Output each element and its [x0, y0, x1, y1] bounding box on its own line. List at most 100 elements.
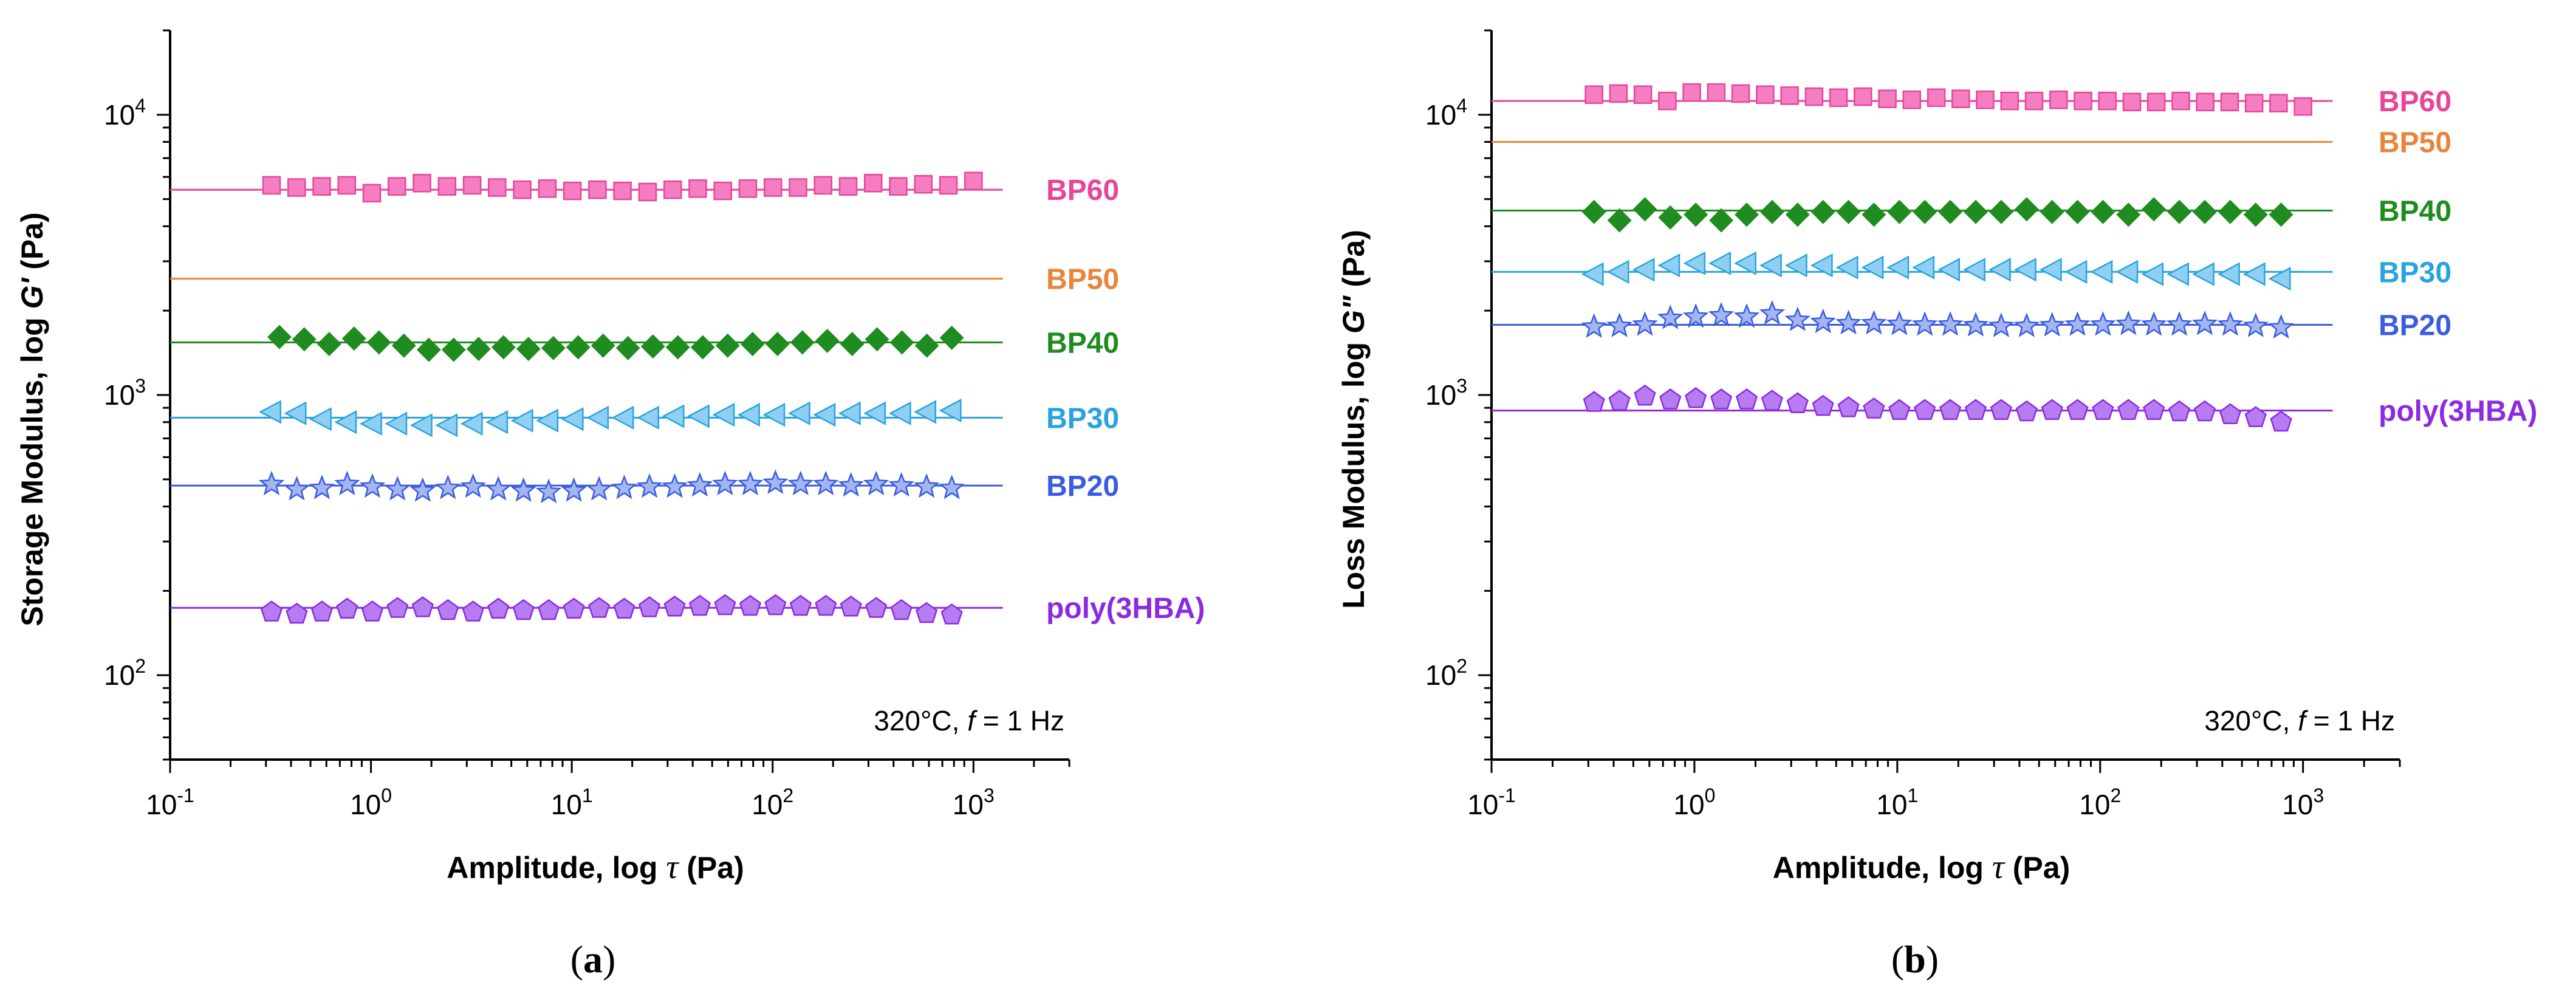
y-tick-label: 104 — [104, 95, 146, 131]
data-point — [2013, 312, 2040, 337]
x-axis-title-unit: (Pa) — [2004, 851, 2070, 885]
data-point — [739, 594, 762, 616]
data-point — [1937, 311, 1964, 336]
data-point — [361, 600, 384, 622]
x-axis-title-text: Amplitude, log — [1773, 851, 1992, 885]
data-point — [362, 184, 382, 203]
y-tick-label: 103 — [104, 375, 146, 411]
panel-label: (b) — [1891, 938, 1939, 981]
panel-label-open: ( — [570, 938, 583, 981]
data-point — [2167, 262, 2190, 286]
data-point — [516, 337, 541, 362]
data-point — [2039, 312, 2065, 337]
x-tick-exponent: -1 — [1498, 784, 1515, 806]
data-point — [491, 335, 516, 360]
y-tick-label: 103 — [1425, 375, 1467, 411]
data-point — [1888, 399, 1911, 421]
x-axis-title-text: Amplitude, log — [447, 851, 666, 885]
series-bp20: BP20 — [170, 469, 1119, 503]
data-point — [462, 600, 484, 622]
data-point — [2193, 400, 2216, 422]
data-point — [1581, 262, 1604, 286]
x-tick-base: 10 — [1673, 789, 1704, 820]
data-point — [2041, 399, 2063, 421]
data-point — [713, 181, 732, 201]
x-tick-base: 10 — [350, 789, 381, 820]
data-point — [1835, 309, 1862, 335]
data-point — [1913, 199, 1937, 224]
data-point — [258, 470, 285, 496]
data-point — [260, 600, 283, 622]
series-bp40: BP40 — [170, 324, 1119, 362]
annotation-frequency-value: = 1 Hz — [975, 705, 1064, 736]
data-point — [2000, 91, 2019, 111]
data-point — [309, 407, 332, 431]
data-point — [1976, 91, 1995, 109]
data-point — [1581, 199, 1606, 224]
data-point — [636, 473, 663, 498]
series-label: poly(3HBA) — [1046, 592, 1205, 625]
data-point — [1951, 89, 1970, 108]
data-point — [561, 407, 584, 431]
x-tick-label: 101 — [551, 784, 593, 820]
data-point — [1581, 313, 1607, 338]
data-point — [1606, 312, 1632, 337]
data-point — [2242, 262, 2266, 286]
data-point — [2090, 259, 2113, 284]
data-point — [386, 597, 409, 618]
data-point — [940, 603, 963, 625]
data-point — [865, 597, 888, 618]
panel-label-open: ( — [1891, 938, 1904, 981]
series-bp30: BP30 — [1492, 251, 2451, 291]
data-point — [537, 599, 560, 620]
data-point — [416, 337, 441, 362]
y-axis-title-unit: (Pa) — [15, 212, 49, 278]
data-point — [863, 470, 889, 496]
data-point — [762, 403, 786, 427]
data-point — [840, 332, 865, 357]
data-point — [388, 177, 406, 196]
data-point — [2243, 202, 2268, 227]
data-point — [662, 404, 685, 428]
data-point — [688, 594, 711, 616]
data-point — [2140, 311, 2167, 336]
data-point — [1685, 387, 1707, 408]
annotation-frequency-symbol: f — [967, 705, 978, 736]
x-axis-title-unit: (Pa) — [678, 851, 744, 885]
data-point — [437, 177, 457, 196]
series-label: poly(3HBA) — [2379, 396, 2537, 428]
data-point — [409, 477, 436, 502]
data-point — [1682, 83, 1701, 102]
data-point — [1835, 255, 1858, 280]
y-tick-base: 10 — [104, 99, 135, 131]
data-point — [1756, 85, 1775, 104]
data-point — [1682, 303, 1709, 328]
y-tick-exponent: 2 — [1456, 655, 1467, 677]
data-point — [1708, 251, 1732, 275]
data-point — [638, 596, 661, 617]
data-point — [2091, 199, 2115, 224]
data-point — [787, 470, 814, 496]
data-point — [863, 174, 883, 193]
data-point — [914, 174, 933, 194]
data-point — [409, 413, 433, 438]
data-point — [790, 330, 815, 355]
data-point — [1810, 199, 1835, 224]
data-point — [1963, 258, 1985, 282]
data-point — [1710, 388, 1733, 410]
data-point — [914, 400, 937, 424]
data-point — [889, 177, 908, 196]
data-point — [1632, 258, 1655, 282]
y-tick-label: 102 — [1425, 655, 1467, 691]
data-point — [1632, 311, 1658, 336]
data-point — [1812, 394, 1834, 416]
data-point — [487, 597, 510, 619]
data-point — [385, 476, 411, 501]
data-point — [1810, 308, 1836, 334]
x-axis-title: Amplitude, log τ (Pa) — [447, 848, 744, 886]
data-point — [2040, 199, 2064, 224]
data-point — [1659, 388, 1682, 410]
x-tick-exponent: 0 — [381, 784, 392, 806]
data-point — [2293, 97, 2312, 116]
data-point — [1938, 199, 1963, 224]
